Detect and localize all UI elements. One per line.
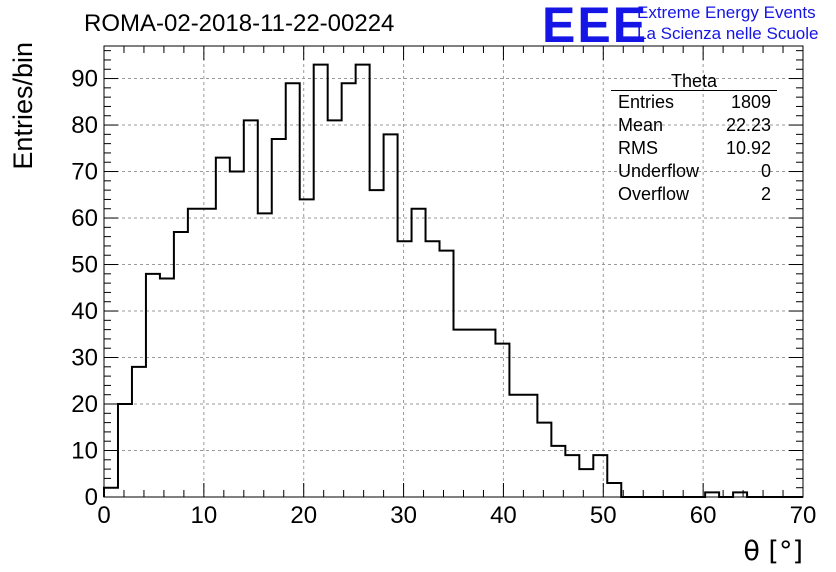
- stats-value: 1809: [730, 92, 771, 112]
- x-tick-label: 70: [790, 502, 817, 529]
- y-tick-label: 80: [71, 112, 98, 139]
- y-tick-label: 90: [71, 66, 98, 93]
- y-tick-label: 60: [71, 205, 98, 232]
- x-tick-label: 30: [390, 502, 417, 529]
- stats-row-entries: Entries 1809: [611, 91, 777, 114]
- histogram-bin: [398, 241, 412, 497]
- eee-logo-mark: EEE: [542, 0, 649, 53]
- histogram-bin: [230, 172, 244, 497]
- stats-row-rms: RMS 10.92: [611, 137, 777, 160]
- y-tick-label: 40: [71, 298, 98, 325]
- histogram-bin: [356, 65, 370, 497]
- histogram-bin: [286, 83, 300, 497]
- histogram-bin: [467, 330, 481, 497]
- stats-label: Overflow: [618, 184, 690, 204]
- histogram-bin: [481, 330, 495, 497]
- histogram-bin: [244, 120, 258, 497]
- stats-label: RMS: [618, 138, 658, 158]
- histogram-bins: [103, 63, 803, 498]
- axes: [103, 45, 804, 498]
- histogram-bin: [328, 120, 342, 497]
- histogram-bin: [579, 469, 593, 497]
- histogram-bin: [384, 134, 398, 497]
- stats-title: Theta: [611, 72, 777, 91]
- y-tick-label: 70: [71, 159, 98, 186]
- stats-label: Underflow: [618, 161, 700, 181]
- histogram-bin: [551, 446, 565, 497]
- histogram-bin: [454, 330, 468, 497]
- histogram-bin: [146, 274, 160, 497]
- histogram-bin: [104, 488, 118, 497]
- histogram-bin: [537, 423, 551, 497]
- stats-label: Mean: [618, 115, 664, 135]
- x-tick-label: 40: [490, 502, 517, 529]
- stats-row-mean: Mean 22.23: [611, 114, 777, 137]
- histogram-bin: [495, 344, 509, 497]
- histogram-bin: [216, 158, 230, 497]
- stats-value: 22.23: [725, 115, 771, 135]
- x-tick-label: 10: [191, 502, 218, 529]
- histogram-bin: [174, 232, 188, 497]
- stats-label: Entries: [618, 92, 675, 112]
- histogram-bin: [523, 395, 537, 497]
- histogram-bin: [607, 483, 621, 497]
- histogram-outline: [103, 63, 803, 498]
- x-tick-label: 50: [590, 502, 617, 529]
- stats-row-underflow: Underflow 0: [611, 160, 777, 183]
- histogram-bin: [509, 395, 523, 497]
- stats-value: 10.92: [725, 138, 771, 158]
- logo-line-1: Extreme Energy Events: [637, 3, 816, 22]
- x-tick-label: 60: [690, 502, 717, 529]
- x-tick-label: 0: [97, 502, 110, 529]
- y-tick-label: 50: [71, 252, 98, 279]
- histogram-bin: [412, 209, 426, 497]
- histogram-bin: [426, 241, 440, 497]
- histogram-bin: [593, 455, 607, 497]
- histogram-bin: [314, 65, 328, 497]
- x-tick-label: 20: [290, 502, 317, 529]
- histogram-bin: [132, 367, 146, 497]
- histogram-bin: [342, 83, 356, 497]
- y-tick-label: 10: [71, 438, 98, 465]
- y-tick-label: 20: [71, 391, 98, 418]
- y-tick-label: 0: [85, 484, 98, 511]
- histogram-bin: [258, 213, 272, 497]
- histogram-bin: [272, 139, 286, 497]
- histogram-bin: [300, 199, 314, 497]
- plot-frame: [103, 45, 804, 498]
- histogram-bin: [565, 455, 579, 497]
- y-axis-label: Entries/bin: [8, 42, 38, 170]
- histogram-bin: [188, 209, 202, 497]
- stats-box: Theta Entries 1809 Mean 22.23 RMS 10.92 …: [611, 72, 777, 206]
- histogram-bin: [440, 251, 454, 497]
- logo-line-2: La Scienza nelle Scuole: [637, 24, 819, 43]
- x-axis-label: θ [°]: [743, 536, 803, 567]
- y-tick-label: 30: [71, 345, 98, 372]
- chart-title: ROMA-02-2018-11-22-00224: [84, 10, 395, 37]
- stats-value: 0: [760, 161, 771, 181]
- stats-row-overflow: Overflow 2: [611, 183, 777, 206]
- stats-value: 2: [760, 184, 771, 204]
